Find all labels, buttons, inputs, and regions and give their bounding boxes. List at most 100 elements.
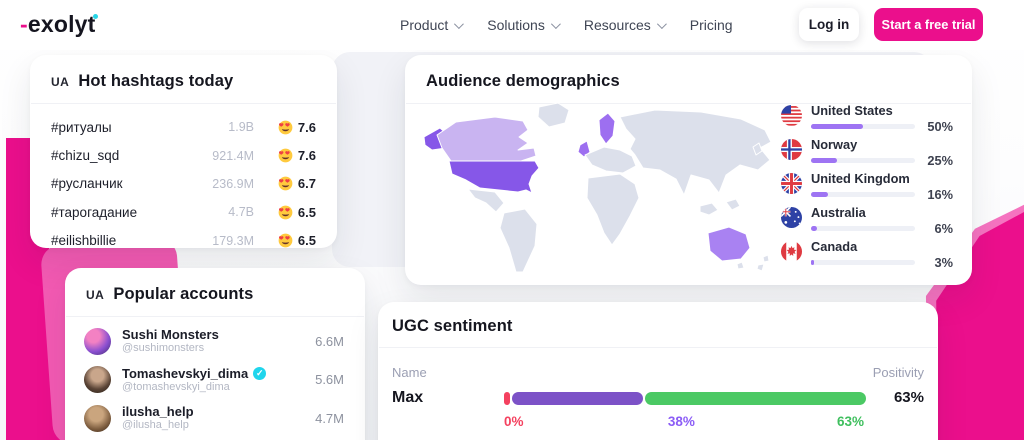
nav-item-label: Product: [400, 17, 449, 33]
logo-teal-dot: [92, 14, 98, 19]
flag-united-kingdom-icon: [781, 173, 802, 194]
positivity-value: 63%: [893, 389, 924, 406]
hashtag-views: 179.3M: [212, 233, 254, 248]
heart-eyes-emoji-icon: [278, 177, 293, 191]
heart-eyes-emoji-icon: [278, 148, 293, 163]
account-followers: 5.6M: [315, 372, 344, 388]
audience-demographics-card: Audience demographics: [405, 55, 972, 285]
country-bar-fill: [811, 124, 863, 129]
avatar: [84, 327, 111, 355]
top-navigation: -exolyt Product Solutions Resources Pric…: [0, 0, 1024, 50]
account-name[interactable]: Tomashevskyi_dima ✓: [122, 366, 298, 381]
account-row[interactable]: ilusha_help @ilusha_help 4.7M: [84, 399, 344, 438]
flag-united-states-icon: [781, 105, 802, 126]
card-title: UGC sentiment: [392, 317, 513, 335]
divider: [66, 316, 364, 317]
divider: [379, 347, 937, 348]
heart-eyes-emoji-icon: [278, 233, 293, 248]
logo-text: exolyt: [27, 11, 96, 37]
account-name[interactable]: Sushi Monsters: [122, 327, 219, 343]
exolyt-logo[interactable]: -exolyt: [20, 11, 98, 38]
positive-percent-label: 63%: [836, 414, 864, 429]
country-row: United States 50%: [781, 103, 953, 137]
country-percent: 50%: [927, 119, 953, 134]
country-bar-track: [811, 158, 915, 163]
sentiment-segment-negative: [504, 392, 511, 405]
hashtag-name[interactable]: #eilishbillie: [51, 233, 117, 249]
hashtag-views: 921.4M: [212, 148, 254, 163]
chevron-down-icon: [656, 18, 667, 29]
ugc-row-name: Max: [392, 389, 424, 406]
country-bar-fill: [811, 192, 828, 197]
divider: [406, 103, 971, 104]
sentiment-segment-positive: [644, 392, 866, 405]
account-handle: @sushimonsters: [122, 342, 205, 355]
account-row[interactable]: Sushi Monsters @sushimonsters 6.6M: [84, 322, 344, 361]
card-title: Hot hashtags today: [78, 72, 234, 90]
hashtag-row[interactable]: #тарогадание 4.7B 6.5: [51, 198, 316, 226]
chevron-down-icon: [550, 18, 561, 29]
hashtag-row[interactable]: #ритуалы 1.9B 7.6: [51, 113, 316, 141]
nav-item-solutions[interactable]: Solutions: [487, 17, 561, 33]
card-header: UA Hot hashtags today: [30, 55, 337, 103]
account-list: Sushi Monsters @sushimonsters 6.6M Tomas…: [65, 317, 365, 440]
world-map: [419, 99, 781, 279]
card-title: Audience demographics: [426, 72, 620, 90]
login-button[interactable]: Log in: [799, 8, 859, 41]
nav-item-label: Resources: [583, 17, 651, 33]
country-bar-fill: [811, 158, 837, 163]
rating-value: 6.7: [297, 176, 316, 192]
country-badge-ua: UA: [86, 287, 105, 302]
hashtag-rating: 6.7: [254, 176, 316, 191]
country-percent: 3%: [934, 255, 954, 270]
card-title: Popular accounts: [113, 285, 254, 303]
hashtag-row[interactable]: #eilishbillie 179.3M 6.5: [51, 227, 316, 255]
hashtag-row[interactable]: #chizu_sqd 921.4M 7.6: [51, 141, 316, 169]
ugc-column-headers: Name Positivity: [392, 365, 924, 380]
account-name[interactable]: ilusha_help: [122, 404, 194, 420]
neutral-percent-label: 38%: [667, 414, 695, 429]
account-handle: @tomashevskyi_dima: [122, 380, 230, 393]
account-row[interactable]: Tomashevskyi_dima ✓ @tomashevskyi_dima 5.…: [84, 361, 344, 400]
rating-value: 7.6: [297, 148, 316, 164]
hashtag-name[interactable]: #chizu_sqd: [51, 148, 120, 164]
rating-value: 6.5: [297, 233, 316, 249]
account-followers: 6.6M: [315, 333, 344, 349]
heart-eyes-emoji-icon: [278, 205, 293, 220]
sentiment-bar: [504, 392, 866, 405]
hashtag-name[interactable]: #тарогадание: [51, 204, 138, 220]
country-bar-fill: [811, 226, 818, 231]
card-header: Audience demographics: [405, 55, 972, 103]
hashtag-rating: 6.5: [254, 205, 316, 220]
nav-links: Product Solutions Resources Pricing: [400, 0, 733, 50]
country-name: Norway: [811, 137, 858, 152]
rating-value: 6.5: [297, 204, 316, 220]
hashtag-name[interactable]: #ритуалы: [51, 119, 112, 135]
nav-item-pricing[interactable]: Pricing: [690, 17, 733, 33]
country-percent: 25%: [927, 153, 953, 168]
hashtag-views: 1.9B: [228, 120, 254, 135]
card-header: UA Popular accounts: [65, 268, 365, 316]
hashtag-row[interactable]: #русланчик 236.9M 6.7: [51, 170, 316, 198]
hot-hashtags-card: UA Hot hashtags today #ритуалы 1.9B 7.6 …: [30, 55, 337, 248]
flag-australia-icon: [781, 207, 802, 228]
country-row: Canada 3%: [781, 239, 953, 273]
nav-item-resources[interactable]: Resources: [583, 17, 667, 33]
column-positivity-label: Positivity: [872, 365, 924, 380]
heart-eyes-emoji-icon: [278, 120, 293, 135]
country-name: United States: [811, 103, 893, 118]
flag-canada-icon: [781, 241, 802, 262]
country-bar-track: [811, 226, 915, 231]
nav-item-label: Pricing: [689, 17, 733, 33]
country-list: United States 50% Norway 25%: [781, 103, 953, 273]
negative-percent-label: 0%: [504, 414, 524, 429]
sentiment-segment-neutral: [512, 392, 643, 405]
hashtag-rating: 6.5: [254, 233, 316, 248]
popular-accounts-card: UA Popular accounts Sushi Monsters @sush…: [65, 268, 365, 440]
country-percent: 6%: [934, 221, 954, 236]
hashtag-name[interactable]: #русланчик: [51, 176, 123, 192]
nav-item-product[interactable]: Product: [400, 17, 465, 33]
column-name-label: Name: [392, 365, 427, 380]
start-free-trial-button[interactable]: Start a free trial: [874, 8, 983, 41]
